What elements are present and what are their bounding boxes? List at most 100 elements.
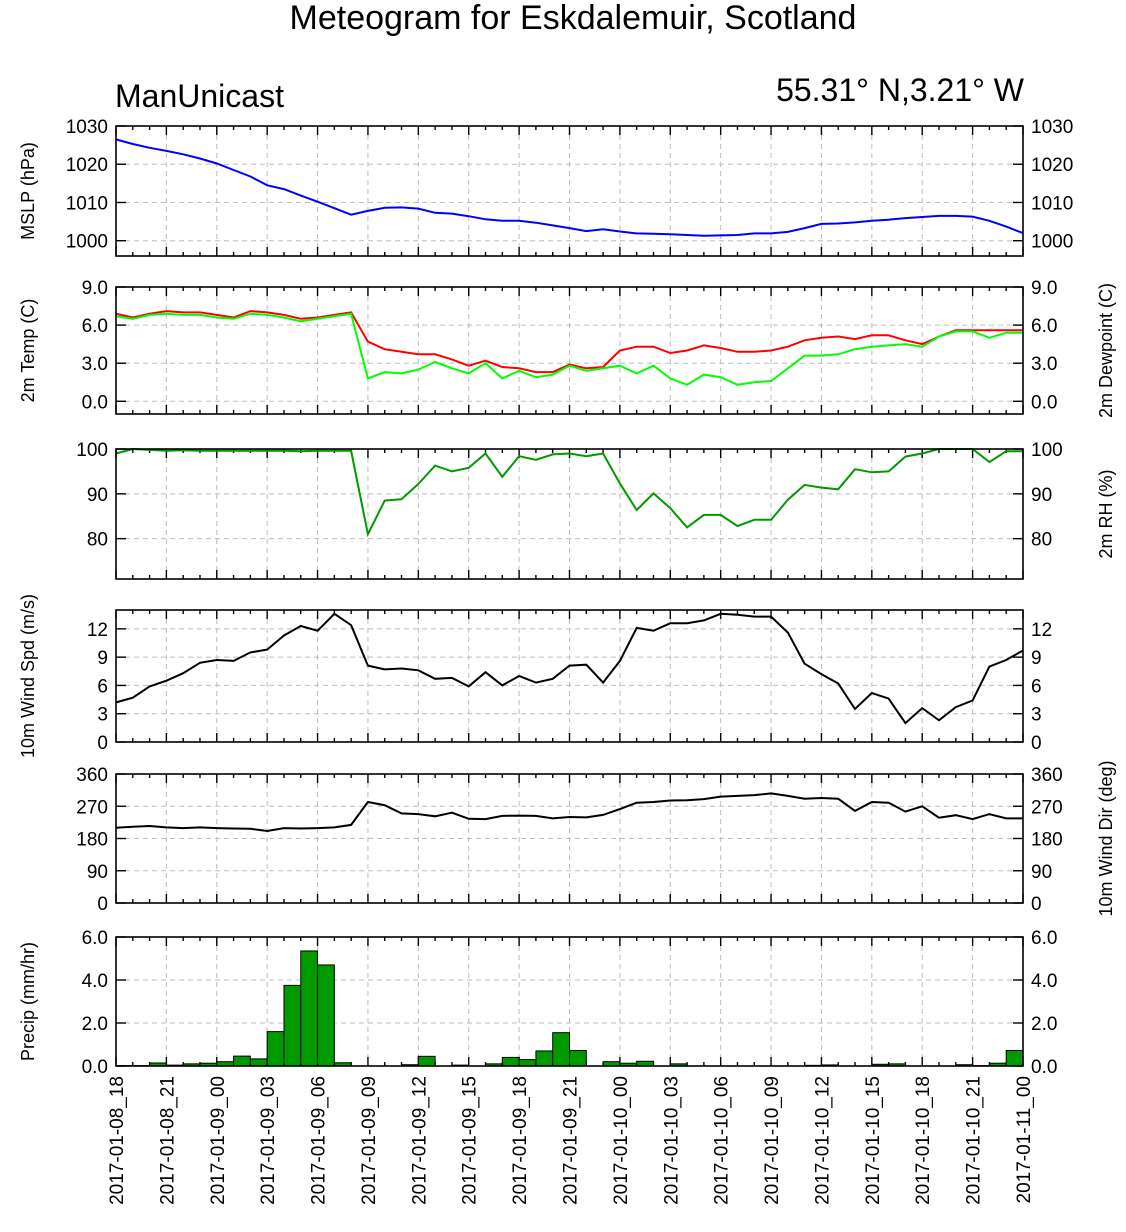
panel-2: 0.0 0.0 3.0 3.0 6.0 6.0 9.0 9.0 2m Temp (C) 2m De… bbox=[18, 278, 1116, 418]
y-tick-label-right: 90 bbox=[1031, 485, 1052, 506]
y-axis-label-right: 10m Wind Dir (deg) bbox=[1096, 760, 1116, 916]
y-tick-label: 80 bbox=[87, 530, 108, 551]
x-tick-label: 2017-01-10_12 bbox=[812, 1076, 833, 1205]
precip-bar bbox=[300, 950, 319, 1067]
y-tick-label: 100 bbox=[76, 440, 108, 461]
y-tick-label: 6.0 bbox=[82, 928, 108, 949]
x-tick-label: 2017-01-09_03 bbox=[258, 1076, 279, 1205]
series-line-temp bbox=[115, 310, 1023, 374]
y-tick-label: 1030 bbox=[66, 117, 108, 138]
y-tick-label: 3 bbox=[97, 705, 108, 726]
y-tick-label-right: 80 bbox=[1031, 530, 1052, 551]
y-axis-label: 2m Temp (C) bbox=[18, 299, 38, 403]
precip-bar bbox=[233, 1055, 251, 1067]
panel-3: 80 80 90 90 100 100 2m RH (%) bbox=[76, 440, 1116, 580]
precip-bar bbox=[501, 1056, 520, 1067]
x-tick-label: 2017-01-08_21 bbox=[157, 1076, 178, 1205]
y-tick-label: 360 bbox=[76, 765, 108, 786]
precip-bar bbox=[552, 1032, 570, 1067]
y-tick-label-right: 9 bbox=[1031, 648, 1042, 669]
x-tick-label: 2017-01-10_18 bbox=[913, 1076, 934, 1205]
x-tick-label: 2017-01-09_09 bbox=[359, 1076, 380, 1205]
y-tick-label: 6 bbox=[97, 676, 108, 697]
y-tick-label-right: 270 bbox=[1031, 797, 1063, 818]
y-tick-label-right: 0 bbox=[1031, 733, 1042, 754]
y-tick-label: 9 bbox=[97, 648, 108, 669]
precip-bar bbox=[317, 964, 335, 1067]
panel-frame bbox=[115, 448, 1024, 580]
y-tick-label-right: 2.0 bbox=[1031, 1014, 1057, 1035]
x-tick-label: 2017-01-10_00 bbox=[611, 1076, 632, 1205]
y-tick-label: 9.0 bbox=[82, 278, 108, 299]
y-tick-label-right: 0 bbox=[1031, 894, 1042, 915]
y-tick-label: 1010 bbox=[66, 193, 108, 214]
series-line-mslp bbox=[115, 138, 1024, 237]
y-tick-label: 1000 bbox=[66, 232, 108, 253]
y-tick-label-right: 6.0 bbox=[1031, 928, 1057, 949]
y-tick-label: 270 bbox=[76, 797, 108, 818]
y-tick-label-right: 0.0 bbox=[1031, 1057, 1057, 1078]
x-tick-label: 2017-01-09_21 bbox=[561, 1076, 582, 1205]
y-tick-label: 1020 bbox=[66, 155, 108, 176]
panel-frame bbox=[115, 125, 1024, 257]
y-axis-label-right: 2m Dewpoint (C) bbox=[1096, 283, 1116, 418]
location-coordinates: 55.31° N,3.21° W bbox=[776, 72, 1025, 108]
series-line-wind bbox=[115, 612, 1024, 725]
y-axis-label: MSLP (hPa) bbox=[18, 142, 38, 240]
panel-4: 0 0 3 3 6 6 9 9 12 12 10m Wind Spd (m/s) bbox=[18, 594, 1052, 758]
x-tick-label: 2017-01-10_15 bbox=[863, 1076, 884, 1205]
chart-title: Meteogram for Eskdalemuir, Scotland bbox=[290, 0, 857, 37]
y-tick-label: 0 bbox=[97, 894, 108, 915]
panel-frame bbox=[115, 609, 1024, 743]
y-tick-label-right: 0.0 bbox=[1031, 392, 1057, 413]
x-axis-labels: 2017-01-08_18 2017-01-08_21 2017-01-09_00 2… bbox=[107, 1076, 1035, 1205]
y-tick-label: 6.0 bbox=[82, 316, 108, 337]
precip-bar bbox=[569, 1050, 587, 1067]
y-tick-label: 3.0 bbox=[82, 354, 108, 375]
y-tick-label-right: 6 bbox=[1031, 676, 1042, 697]
y-axis-label-right: 2m RH (%) bbox=[1096, 470, 1116, 559]
panel-frame bbox=[115, 936, 1024, 1067]
panel-frame bbox=[115, 286, 1024, 415]
x-tick-label: 2017-01-11_00 bbox=[1014, 1076, 1035, 1203]
precip-bar bbox=[283, 984, 302, 1067]
panel-1: 1000 1000 1010 1010 1020 1020 1030 1030 MSLP (hP… bbox=[18, 117, 1073, 257]
y-tick-label-right: 90 bbox=[1031, 862, 1052, 883]
precip-bar bbox=[266, 1031, 285, 1067]
x-tick-label: 2017-01-09_06 bbox=[309, 1076, 330, 1205]
model-name: ManUnicast bbox=[115, 78, 284, 114]
x-tick-label: 2017-01-09_12 bbox=[409, 1076, 430, 1205]
x-tick-label: 2017-01-10_06 bbox=[712, 1076, 733, 1205]
y-tick-label: 12 bbox=[87, 620, 108, 641]
x-tick-label: 2017-01-09_00 bbox=[208, 1076, 229, 1205]
panel-frame bbox=[115, 773, 1024, 904]
x-tick-label: 2017-01-08_18 bbox=[107, 1076, 128, 1205]
x-tick-label: 2017-01-10_03 bbox=[661, 1076, 682, 1205]
y-axis-label: 10m Wind Spd (m/s) bbox=[18, 594, 38, 758]
y-tick-label-right: 100 bbox=[1031, 440, 1063, 461]
y-tick-label-right: 4.0 bbox=[1031, 971, 1057, 992]
precip-bar bbox=[1005, 1050, 1024, 1067]
precip-bar bbox=[518, 1059, 537, 1067]
precip-bar bbox=[417, 1055, 436, 1067]
panel-6: 0.0 0.0 2.0 2.0 4.0 4.0 6.0 6.0 Precip (mm/hr) bbox=[18, 928, 1057, 1078]
y-tick-label-right: 12 bbox=[1031, 620, 1052, 641]
x-tick-label: 2017-01-09_18 bbox=[510, 1076, 531, 1205]
y-tick-label-right: 1000 bbox=[1031, 232, 1073, 253]
y-tick-label: 0.0 bbox=[82, 1057, 108, 1078]
y-tick-label-right: 1010 bbox=[1031, 193, 1073, 214]
y-tick-label-right: 360 bbox=[1031, 765, 1063, 786]
panel-5: 0 0 90 90 180 180 270 270 360 360 10m Wind Dir (de… bbox=[76, 760, 1116, 916]
y-tick-label-right: 9.0 bbox=[1031, 278, 1057, 299]
y-tick-label-right: 1020 bbox=[1031, 155, 1073, 176]
y-tick-label-right: 3.0 bbox=[1031, 354, 1057, 375]
y-tick-label-right: 180 bbox=[1031, 830, 1063, 851]
precip-bar bbox=[535, 1050, 554, 1067]
y-tick-label: 90 bbox=[87, 862, 108, 883]
precip-bar bbox=[249, 1058, 268, 1067]
x-tick-label: 2017-01-10_09 bbox=[762, 1076, 783, 1205]
y-tick-label: 4.0 bbox=[82, 971, 108, 992]
x-tick-label: 2017-01-09_15 bbox=[460, 1076, 481, 1205]
